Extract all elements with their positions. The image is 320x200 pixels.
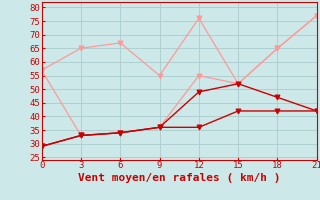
X-axis label: Vent moyen/en rafales ( km/h ): Vent moyen/en rafales ( km/h ) [78, 173, 280, 183]
